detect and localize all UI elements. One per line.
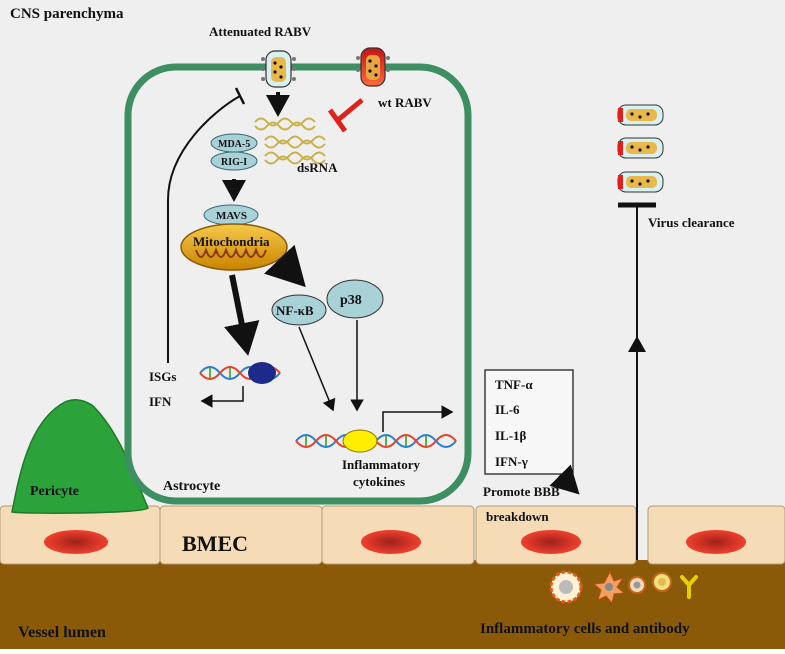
nfkb-label: NF-κB bbox=[276, 303, 314, 318]
cytokine-transcription-factor bbox=[342, 429, 378, 453]
promote-bbb-label-line2: breakdown bbox=[486, 509, 549, 524]
cytokines-to-bbb-arrow bbox=[549, 464, 580, 495]
cytokine-tnf-alpha: TNF-α bbox=[495, 377, 533, 392]
bmec-layer bbox=[0, 505, 785, 565]
cytokine-ifn-gamma: IFN-γ bbox=[495, 454, 528, 469]
pericyte-label: Pericyte bbox=[30, 484, 79, 499]
p38-label: p38 bbox=[340, 293, 362, 308]
wt-rabv-label: wt RABV bbox=[378, 95, 432, 110]
cleared-virion bbox=[617, 171, 664, 193]
cns-parenchyma-label: CNS parenchyma bbox=[10, 6, 124, 22]
pericyte-shape bbox=[11, 399, 149, 514]
cleared-virion bbox=[617, 104, 664, 126]
bmec-nucleus bbox=[44, 530, 108, 554]
p38-protein bbox=[326, 279, 384, 319]
bmec-nucleus bbox=[686, 530, 746, 554]
isg-transcription-factor bbox=[248, 362, 276, 384]
bmec-nucleus bbox=[361, 530, 421, 554]
promote-bbb-label-line1: Promote BBB bbox=[483, 484, 560, 499]
inflammatory-cells-label: Inflammatory cells and antibody bbox=[480, 621, 690, 637]
nfkb-to-cytokine-gene-arrow bbox=[298, 326, 336, 412]
astrocyte-cell bbox=[124, 63, 472, 505]
rigi-label: RIG-I bbox=[221, 157, 247, 168]
isgs-label: ISGs bbox=[149, 369, 176, 384]
cleared-virion bbox=[617, 137, 664, 159]
transcription-start-arrow bbox=[382, 405, 454, 432]
dsrna-strands bbox=[254, 117, 326, 165]
nfkb-protein bbox=[271, 294, 327, 326]
rigi-receptor bbox=[210, 151, 258, 171]
isgs-feedback-inhibition bbox=[167, 95, 241, 363]
dsrna-label: dsRNA bbox=[297, 160, 338, 175]
isg-to-ifn-arrow bbox=[200, 386, 244, 408]
mitochondria-label: Mitochondria bbox=[193, 234, 270, 249]
mito-to-nfkb-arrow bbox=[264, 244, 306, 288]
mda5-label: MDA-5 bbox=[218, 139, 250, 150]
mito-to-isg-arrow bbox=[224, 274, 260, 356]
cytokine-il6: IL-6 bbox=[495, 402, 520, 417]
cytokine-il1-beta: IL-1β bbox=[495, 428, 527, 443]
ifn-label: IFN bbox=[149, 394, 172, 409]
mavs-label: MAVS bbox=[216, 210, 247, 222]
virus-clearance-label: Virus clearance bbox=[648, 215, 735, 230]
inflammatory-cytokines-label-line2: cytokines bbox=[353, 474, 405, 489]
astrocyte-label: Astrocyte bbox=[163, 479, 220, 494]
attenuated-rabv-virion bbox=[261, 50, 296, 88]
inflammatory-cytokines-label-line1: Inflammatory bbox=[342, 457, 420, 472]
wt-rabv-inhibition bbox=[327, 98, 364, 133]
attenuated-rabv-label: Attenuated RABV bbox=[209, 24, 312, 39]
bmec-label: BMEC bbox=[182, 531, 248, 556]
bmec-nucleus bbox=[521, 530, 581, 554]
cytokine-box bbox=[484, 369, 574, 475]
isgs-inhibition-bar bbox=[234, 87, 246, 105]
inflammatory-cells-group bbox=[549, 570, 698, 605]
vessel-lumen-region bbox=[0, 560, 785, 649]
wt-rabv-virion bbox=[356, 47, 390, 87]
vessel-lumen-label: Vessel lumen bbox=[18, 624, 106, 641]
